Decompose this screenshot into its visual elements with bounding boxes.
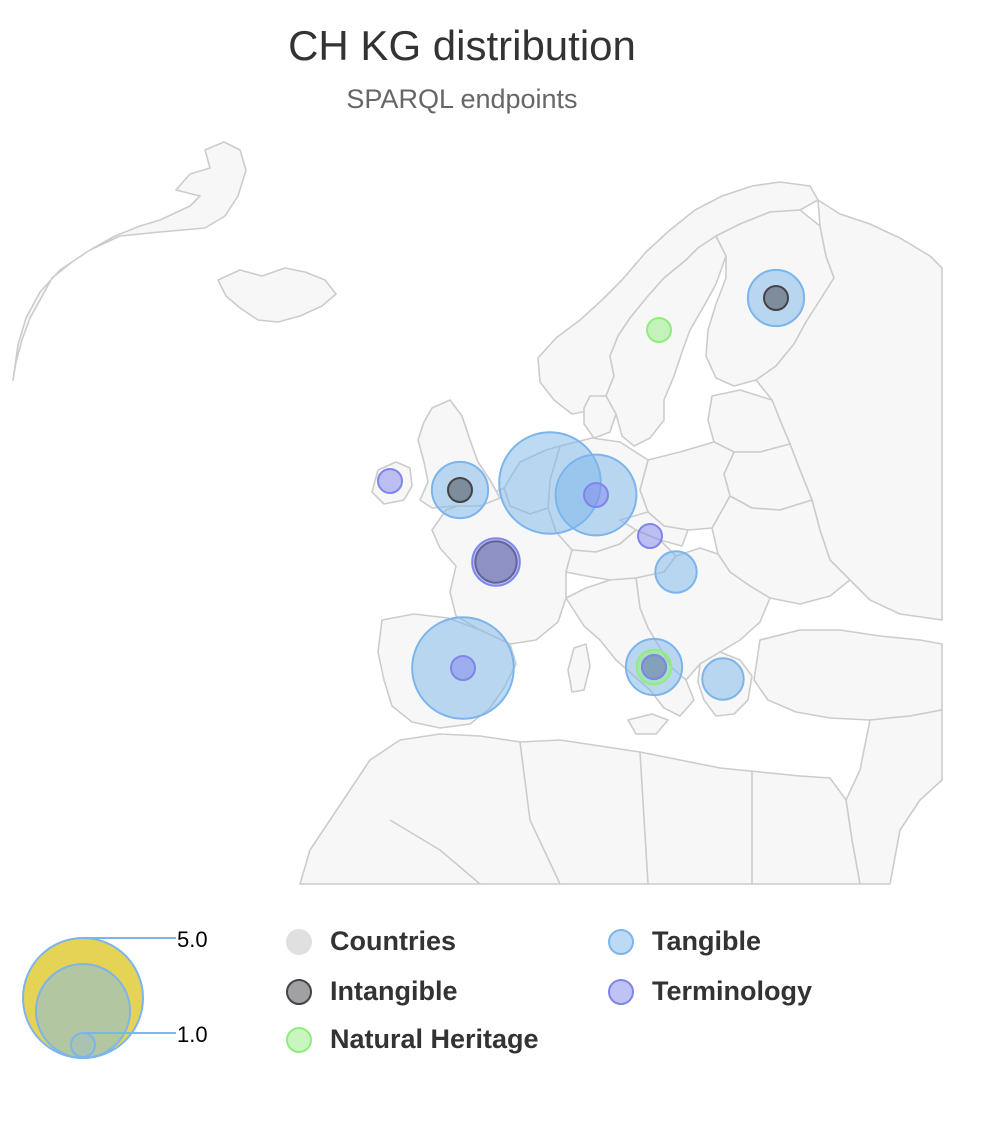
region-north-africa[interactable]: [299, 733, 861, 885]
island-sicily[interactable]: [627, 713, 669, 735]
terminology-bubble-italy[interactable]: [641, 654, 667, 680]
intangible-swatch-icon: [286, 978, 312, 1005]
size-legend-max-label: 5.0: [177, 927, 208, 952]
legend-natural-heritage-label: Natural Heritage: [330, 1024, 539, 1054]
natural-heritage-swatch-icon: [286, 1026, 312, 1053]
legend-countries-label: Countries: [330, 926, 457, 956]
country-denmark[interactable]: [583, 395, 617, 439]
tangible-bubble-hungary-austria[interactable]: [654, 550, 698, 594]
legend-intangible-label: Intangible: [330, 976, 458, 1006]
natural-heritage-bubble-sweden[interactable]: [646, 317, 672, 343]
country-sweden[interactable]: [605, 235, 727, 447]
legend-terminology[interactable]: Terminology: [608, 976, 812, 1007]
region-north-africa-borders: [389, 741, 753, 885]
size-legend-min-circle: [70, 1032, 96, 1058]
legend-countries[interactable]: Countries: [286, 926, 456, 957]
legend-natural-heritage[interactable]: Natural Heritage: [286, 1024, 539, 1055]
size-legend-min-label: 1.0: [177, 1022, 208, 1047]
chart-title: CH KG distribution: [288, 22, 636, 69]
region-middle-east[interactable]: [845, 709, 943, 885]
terminology-bubble-france[interactable]: [471, 537, 521, 587]
europe-map: [12, 141, 943, 885]
tangible-swatch-icon: [608, 928, 634, 955]
legend-terminology-label: Terminology: [652, 976, 813, 1006]
tangible-bubble-greece[interactable]: [701, 657, 745, 701]
terminology-bubble-germany[interactable]: [583, 482, 609, 508]
legend-tangible-label: Tangible: [652, 926, 762, 956]
terminology-swatch-icon: [608, 978, 634, 1005]
legend-intangible[interactable]: Intangible: [286, 976, 458, 1007]
country-iceland[interactable]: [217, 267, 337, 323]
terminology-bubble-czechia[interactable]: [637, 523, 663, 549]
terminology-bubble-spain[interactable]: [450, 655, 476, 681]
terminology-bubble-ireland[interactable]: [377, 468, 403, 494]
chart-subtitle: SPARQL endpoints: [346, 84, 578, 114]
countries-swatch-icon: [286, 928, 312, 955]
intangible-bubble-finland[interactable]: [763, 285, 789, 311]
country-greenland[interactable]: [12, 141, 247, 381]
island-sardinia[interactable]: [567, 643, 591, 693]
legend-tangible[interactable]: Tangible: [608, 926, 761, 957]
bubbles-layer: [377, 268, 806, 720]
intangible-bubble-united-kingdom[interactable]: [447, 477, 473, 503]
